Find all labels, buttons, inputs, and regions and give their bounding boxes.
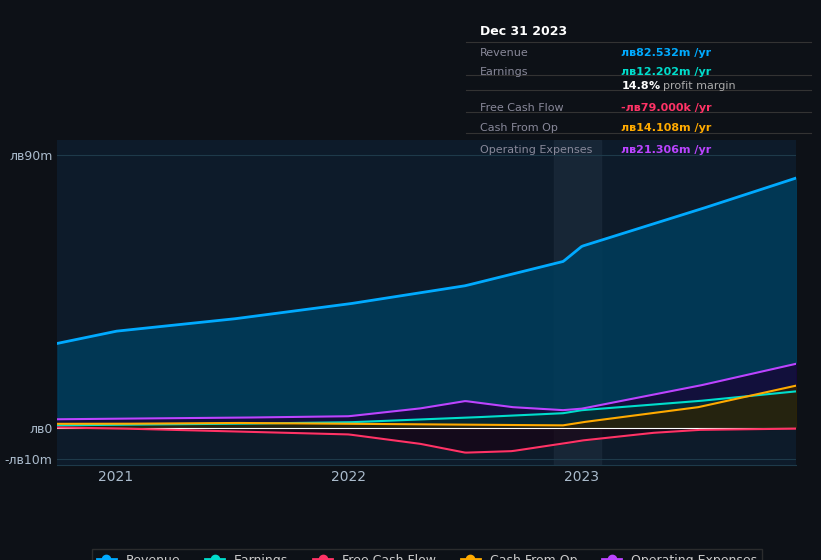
Text: Free Cash Flow: Free Cash Flow — [480, 103, 564, 113]
Legend: Revenue, Earnings, Free Cash Flow, Cash From Op, Operating Expenses: Revenue, Earnings, Free Cash Flow, Cash … — [92, 549, 762, 560]
Text: %: % — [649, 81, 664, 91]
Text: profit margin: profit margin — [663, 81, 736, 91]
Text: Earnings: Earnings — [480, 67, 529, 77]
Text: лв82.532m /yr: лв82.532m /yr — [621, 48, 712, 58]
Text: Operating Expenses: Operating Expenses — [480, 146, 593, 155]
Text: лв14.108m /yr: лв14.108m /yr — [621, 123, 712, 133]
Text: Revenue: Revenue — [480, 48, 529, 58]
Bar — [554, 140, 601, 465]
Text: лв12.202m /yr: лв12.202m /yr — [621, 67, 712, 77]
Text: -лв79.000k /yr: -лв79.000k /yr — [621, 103, 712, 113]
Text: 14.8: 14.8 — [621, 81, 649, 91]
Text: Dec 31 2023: Dec 31 2023 — [480, 25, 567, 38]
Text: лв21.306m /yr: лв21.306m /yr — [621, 146, 712, 155]
Text: Cash From Op: Cash From Op — [480, 123, 558, 133]
